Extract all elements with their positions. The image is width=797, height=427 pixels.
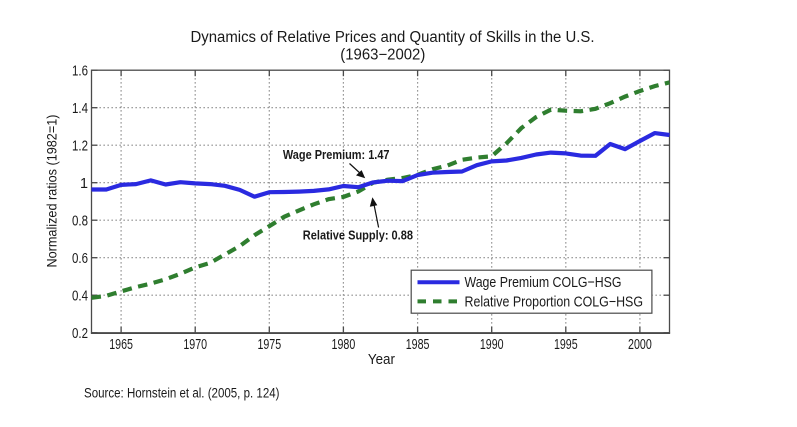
svg-text:1970: 1970 xyxy=(183,337,207,353)
svg-text:Wage Premium COLG−HSG: Wage Premium COLG−HSG xyxy=(465,274,622,291)
svg-text:Relative Supply: 0.88: Relative Supply: 0.88 xyxy=(303,227,413,242)
svg-text:1990: 1990 xyxy=(480,337,504,353)
svg-text:Normalized ratios (1982=1): Normalized ratios (1982=1) xyxy=(44,115,60,268)
svg-text:1.4: 1.4 xyxy=(72,101,88,117)
svg-text:(1963−2002): (1963−2002) xyxy=(340,46,425,63)
svg-text:Year: Year xyxy=(368,352,395,368)
svg-text:0.6: 0.6 xyxy=(72,251,88,267)
svg-text:0.4: 0.4 xyxy=(72,289,88,305)
svg-text:Source: Hornstein et al. (2005: Source: Hornstein et al. (2005, p. 124) xyxy=(84,385,280,400)
svg-text:Dynamics of Relative Prices an: Dynamics of Relative Prices and Quantity… xyxy=(191,29,595,46)
svg-text:1975: 1975 xyxy=(257,337,281,353)
svg-text:2000: 2000 xyxy=(628,337,652,353)
svg-text:1995: 1995 xyxy=(554,337,578,353)
svg-text:1: 1 xyxy=(80,176,88,192)
svg-text:1980: 1980 xyxy=(332,337,356,353)
svg-text:1.6: 1.6 xyxy=(72,64,88,80)
svg-text:1.2: 1.2 xyxy=(72,139,88,155)
svg-text:1985: 1985 xyxy=(406,337,430,353)
svg-text:Relative Proportion COLG−HSG: Relative Proportion COLG−HSG xyxy=(465,294,644,311)
svg-text:1965: 1965 xyxy=(109,337,133,353)
svg-text:0.8: 0.8 xyxy=(72,214,88,230)
svg-text:Wage Premium: 1.47: Wage Premium: 1.47 xyxy=(283,147,390,162)
svg-text:0.2: 0.2 xyxy=(72,326,88,342)
